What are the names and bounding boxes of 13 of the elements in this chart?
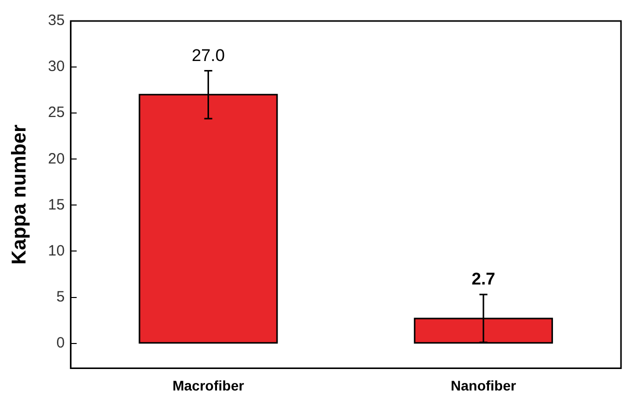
y-tick-label: 20 [48,150,65,168]
data-label: 27.0 [192,46,225,65]
y-tick-label: 25 [48,104,65,122]
y-tick-label: 5 [56,288,65,306]
y-tick-label: 35 [48,12,65,30]
x-tick-label: Macrofiber [172,377,245,394]
y-tick-label: 0 [56,334,65,352]
y-tick-label: 15 [48,196,65,214]
data-label: 2.7 [472,270,496,289]
y-tick-label: 10 [48,242,65,260]
x-tick-label: Nanofiber [450,377,517,394]
y-tick-label: 30 [48,58,65,76]
y-axis-title: Kappa number [8,124,31,265]
